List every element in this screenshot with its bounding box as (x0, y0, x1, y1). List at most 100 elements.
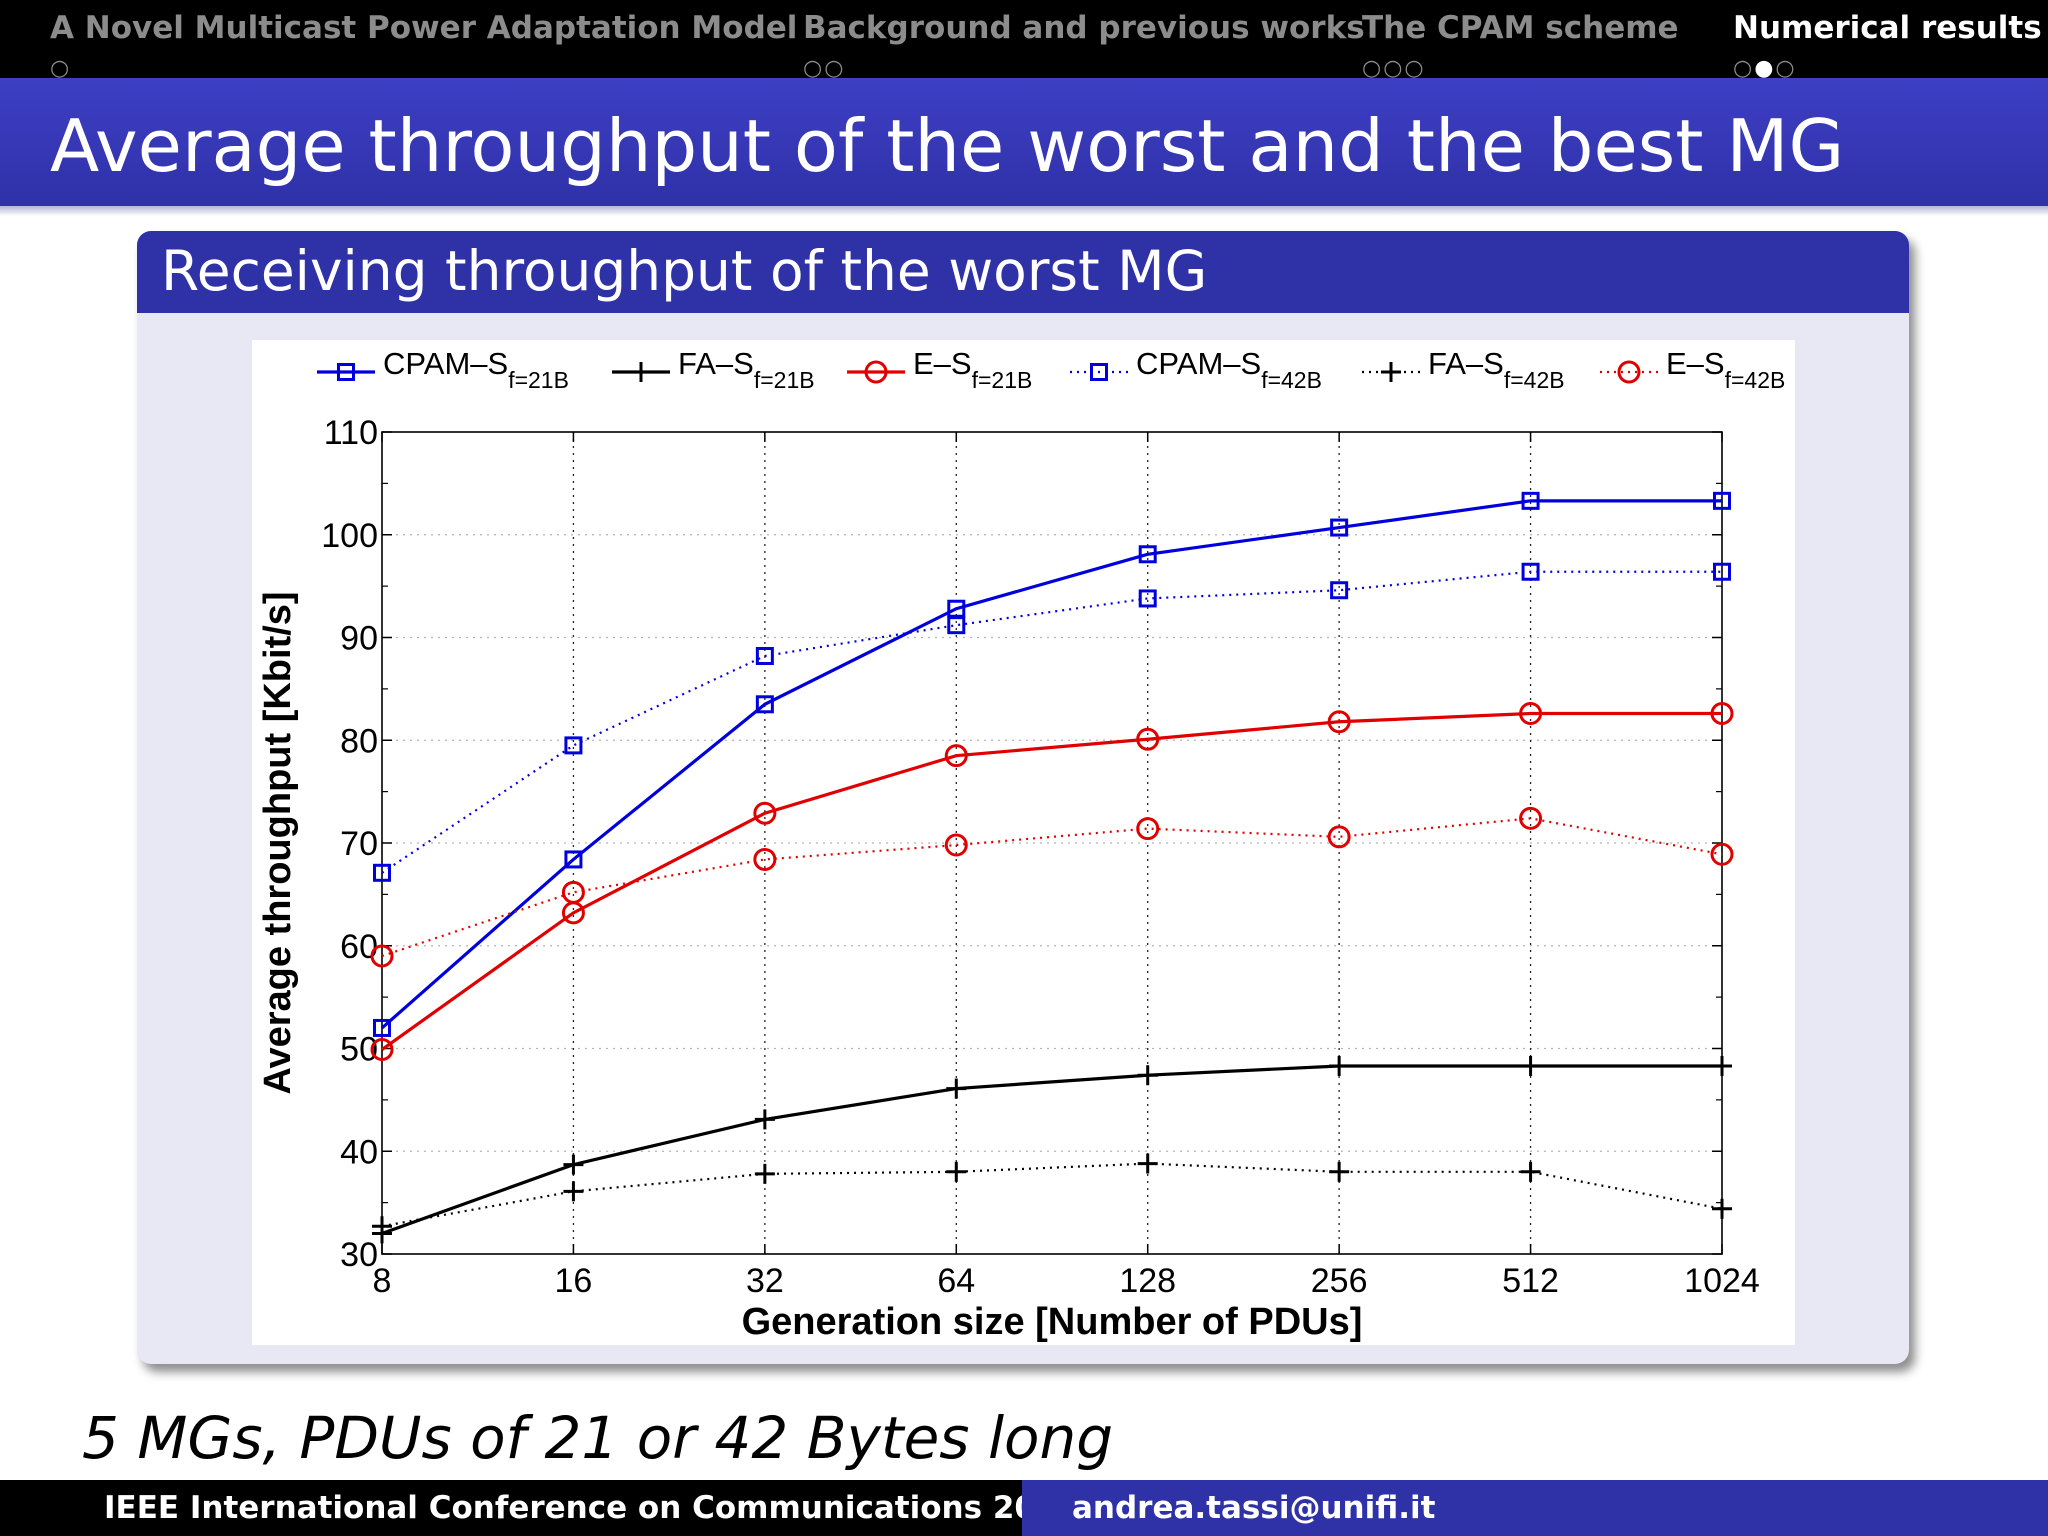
nav-dots-background[interactable]: ○○ (803, 56, 845, 81)
legend-label-subscript: f=21B (754, 367, 815, 393)
data-point-circle (1327, 825, 1351, 849)
nav-dot[interactable]: ○ (824, 56, 846, 81)
data-point-plus (1712, 1055, 1732, 1076)
series-line-4 (381, 1162, 1723, 1228)
legend-label: E–Sf=21B (913, 346, 1032, 393)
y-axis-label: Average throughput [Kbit/s] (257, 591, 299, 1094)
nav-dot[interactable]: ○ (1362, 56, 1384, 81)
data-point-circle (1136, 727, 1160, 751)
footer-author-email: andrea.tassi@unifi.it (1072, 1490, 1436, 1526)
x-axis-label: Generation size [Number of PDUs] (742, 1301, 1363, 1343)
data-point-plus (1520, 1055, 1541, 1076)
legend-label-subscript: f=21B (508, 367, 569, 393)
nav-dot[interactable]: ○ (1404, 56, 1426, 81)
data-point-square (564, 736, 583, 755)
data-point-plus (754, 1109, 775, 1130)
nav-section-cpam[interactable]: The CPAM scheme (1362, 10, 1679, 46)
legend-marker-square (337, 363, 355, 381)
nav-dot[interactable]: ○ (50, 56, 72, 81)
plot-frame (381, 431, 1723, 1255)
data-point-plus (563, 1154, 584, 1175)
series-line-2 (381, 711, 1722, 1051)
block-header: Receiving throughput of the worst MG (137, 231, 1909, 313)
data-point-circle (1136, 817, 1160, 841)
legend-label-subscript: f=42B (1504, 367, 1565, 393)
nav-dot[interactable]: ○ (1383, 56, 1405, 81)
series-line-1 (381, 1064, 1722, 1235)
x-tick-label: 512 (1502, 1262, 1559, 1300)
data-point-circle (753, 801, 777, 825)
x-tick-label: 64 (937, 1262, 975, 1300)
data-point-square (1713, 491, 1731, 510)
legend-label-main: FA–S (1428, 346, 1504, 381)
legend-label: CPAM–Sf=42B (1136, 346, 1322, 393)
footer-conference-text: IEEE International Conference on Communi… (104, 1490, 1080, 1526)
frame-title: Average throughput of the worst and the … (50, 104, 1845, 188)
legend-label: FA–Sf=42B (1428, 346, 1565, 393)
data-point-plus (372, 1216, 392, 1237)
nav-dots-results[interactable]: ○●○ (1733, 56, 1797, 81)
data-point-square (1713, 562, 1731, 581)
section-navigation: A Novel Multicast Power Adaptation Model… (0, 0, 2048, 81)
legend-marker-plus (1381, 362, 1401, 382)
data-point-square (1330, 518, 1349, 537)
data-point-circle (753, 847, 777, 871)
data-point-circle (370, 1038, 394, 1062)
data-point-plus (1520, 1161, 1541, 1182)
nav-section-intro[interactable]: A Novel Multicast Power Adaptation Model (50, 10, 798, 46)
data-point-square (373, 1018, 391, 1037)
data-point-plus (946, 1078, 967, 1099)
legend-marker-circle (1617, 360, 1641, 384)
legend-label-subscript: f=42B (1725, 367, 1786, 393)
nav-section-results[interactable]: Numerical results (1733, 10, 2042, 46)
legend-marker-plus (631, 362, 651, 382)
series-line-3 (381, 570, 1722, 874)
data-point-circle (1710, 702, 1734, 726)
data-point-plus (754, 1163, 775, 1184)
data-point-square (1521, 491, 1540, 510)
y-tick-label: 40 (340, 1133, 378, 1171)
legend-label: CPAM–Sf=21B (383, 346, 569, 393)
legend-label-subscript: f=21B (972, 367, 1033, 393)
nav-dots-intro[interactable]: ○ (50, 56, 71, 81)
nav-dot[interactable]: ○ (1733, 56, 1755, 81)
data-point-square (1138, 589, 1157, 608)
legend-label-subscript: f=42B (1261, 367, 1322, 393)
legend-marker-square (1090, 363, 1108, 381)
data-point-circle (1519, 702, 1543, 726)
data-point-square (947, 616, 966, 635)
legend-label: E–Sf=42B (1666, 346, 1785, 393)
y-tick-label: 30 (340, 1236, 378, 1274)
chart-area: 30 40 50 60 70 80 90 100 110 8 16 32 64 128 256 512 1024… (252, 340, 1795, 1345)
data-point-circle (1327, 710, 1351, 734)
legend-label-main: FA–S (678, 346, 754, 381)
data-point-plus (946, 1161, 967, 1182)
nav-dots-cpam[interactable]: ○○○ (1362, 56, 1426, 81)
content-block: Receiving throughput of the worst MG 30 4… (137, 231, 1909, 1364)
x-tick-label: 32 (746, 1262, 784, 1300)
legend-label-main: CPAM–S (1136, 346, 1261, 381)
legend-label: FA–Sf=21B (678, 346, 815, 393)
data-point-plus (1712, 1198, 1732, 1219)
legend-label-main: E–S (1666, 346, 1725, 381)
legend-label-main: CPAM–S (383, 346, 508, 381)
data-point-square (755, 695, 774, 714)
nav-dot[interactable]: ○ (1775, 56, 1797, 81)
nav-dot-current[interactable]: ● (1754, 56, 1776, 81)
y-tick-label: 110 (324, 414, 378, 452)
data-point-circle (561, 880, 585, 904)
nav-dot[interactable]: ○ (803, 56, 825, 81)
data-point-plus (1137, 1065, 1158, 1086)
data-point-plus (1329, 1161, 1350, 1182)
data-point-square (1330, 581, 1349, 600)
nav-section-background[interactable]: Background and previous works (803, 10, 1365, 46)
data-point-square (1138, 545, 1157, 564)
y-tick-label: 80 (340, 722, 378, 760)
data-point-square (1521, 562, 1540, 581)
slide-caption: 5 MGs, PDUs of 21 or 42 Bytes long (82, 1404, 1114, 1472)
data-point-circle (1710, 842, 1734, 866)
data-point-square (373, 863, 391, 882)
x-tick-label: 16 (555, 1262, 593, 1300)
footer-author: andrea.tassi@unifi.it (1022, 1480, 2048, 1536)
